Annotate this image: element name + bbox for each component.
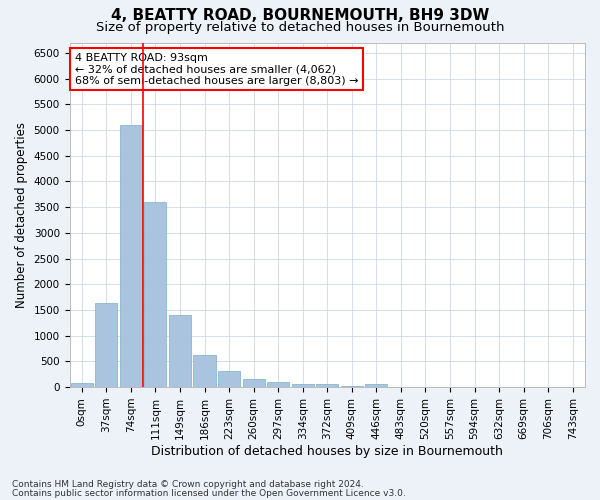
Bar [292, 384, 314, 387]
Bar [316, 384, 338, 387]
Bar [242, 379, 265, 387]
Bar [341, 386, 363, 387]
X-axis label: Distribution of detached houses by size in Bournemouth: Distribution of detached houses by size … [151, 444, 503, 458]
Text: 4 BEATTY ROAD: 93sqm
← 32% of detached houses are smaller (4,062)
68% of semi-de: 4 BEATTY ROAD: 93sqm ← 32% of detached h… [74, 53, 358, 86]
Text: Contains HM Land Registry data © Crown copyright and database right 2024.: Contains HM Land Registry data © Crown c… [12, 480, 364, 489]
Bar [193, 355, 215, 387]
Text: Contains public sector information licensed under the Open Government Licence v3: Contains public sector information licen… [12, 489, 406, 498]
Text: 4, BEATTY ROAD, BOURNEMOUTH, BH9 3DW: 4, BEATTY ROAD, BOURNEMOUTH, BH9 3DW [111, 8, 489, 22]
Bar [218, 371, 240, 387]
Y-axis label: Number of detached properties: Number of detached properties [15, 122, 28, 308]
Text: Size of property relative to detached houses in Bournemouth: Size of property relative to detached ho… [96, 21, 504, 34]
Bar [120, 125, 142, 387]
Bar [169, 315, 191, 387]
Bar [365, 384, 388, 387]
Bar [267, 382, 289, 387]
Bar [145, 202, 166, 387]
Bar [71, 383, 93, 387]
Bar [95, 302, 118, 387]
